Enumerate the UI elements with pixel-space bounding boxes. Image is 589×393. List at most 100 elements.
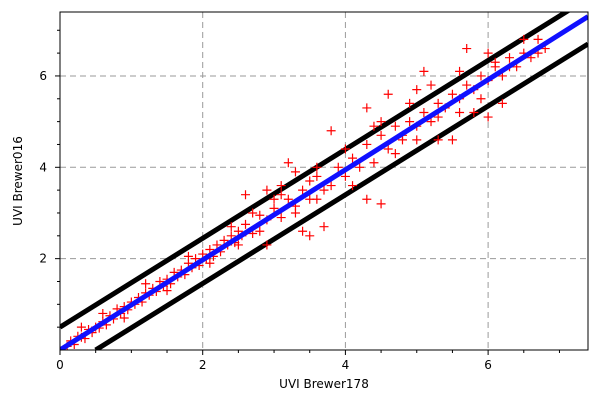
- data-point: [290, 167, 300, 177]
- data-point: [255, 226, 265, 236]
- data-point: [305, 231, 315, 241]
- x-tick-label: 4: [342, 358, 350, 372]
- data-point: [269, 194, 279, 204]
- data-point: [376, 130, 386, 140]
- data-point: [326, 126, 336, 136]
- data-point: [312, 171, 322, 181]
- data-point: [276, 190, 286, 200]
- data-point: [426, 80, 436, 90]
- y-axis-ticks: 2 4 6: [39, 29, 60, 328]
- data-point: [519, 34, 529, 44]
- data-point: [390, 121, 400, 131]
- data-point: [505, 53, 515, 63]
- data-points: [62, 34, 550, 350]
- data-point: [98, 308, 108, 318]
- data-point: [298, 185, 308, 195]
- data-point: [369, 121, 379, 131]
- data-point: [355, 162, 365, 172]
- data-point: [326, 181, 336, 191]
- data-point: [362, 103, 372, 113]
- x-tick-label: 6: [484, 358, 492, 372]
- data-point: [455, 107, 465, 117]
- data-point: [283, 194, 293, 204]
- data-point: [119, 313, 129, 323]
- data-point: [433, 135, 443, 145]
- data-point: [248, 208, 258, 218]
- y-axis-label: UVI Brewer016: [11, 136, 25, 226]
- data-point: [362, 194, 372, 204]
- x-tick-label: 2: [199, 358, 207, 372]
- data-point: [383, 144, 393, 154]
- data-point: [333, 162, 343, 172]
- data-point: [469, 107, 479, 117]
- data-point: [419, 66, 429, 76]
- data-point: [348, 153, 358, 163]
- data-point: [476, 94, 486, 104]
- data-point: [376, 117, 386, 127]
- data-point: [319, 185, 329, 195]
- x-tick-label: 0: [56, 358, 64, 372]
- data-point: [233, 240, 243, 250]
- data-point: [241, 219, 251, 229]
- bound-lines: [60, 12, 588, 350]
- data-point: [262, 240, 272, 250]
- data-point: [497, 98, 507, 108]
- data-point: [162, 286, 172, 296]
- data-point: [447, 135, 457, 145]
- data-point: [483, 112, 493, 122]
- data-point: [376, 199, 386, 209]
- data-point: [490, 57, 500, 67]
- data-point: [226, 222, 236, 232]
- y-tick-label: 4: [39, 160, 47, 174]
- data-point: [141, 279, 151, 289]
- data-point: [383, 89, 393, 99]
- data-point: [390, 149, 400, 159]
- data-point: [369, 158, 379, 168]
- data-point: [362, 139, 372, 149]
- data-point: [462, 44, 472, 54]
- y-tick-label: 2: [39, 252, 47, 266]
- data-point: [205, 258, 215, 268]
- data-point: [219, 235, 229, 245]
- data-point: [412, 85, 422, 95]
- data-point: [340, 171, 350, 181]
- data-point: [312, 162, 322, 172]
- upper-bound-line: [60, 12, 571, 330]
- data-point: [419, 107, 429, 117]
- lower-bound-line: [94, 41, 588, 350]
- data-point: [76, 322, 86, 332]
- data-point: [312, 194, 322, 204]
- data-point: [455, 66, 465, 76]
- x-axis-ticks: 0 2 4 6: [56, 350, 560, 372]
- data-point: [340, 144, 350, 154]
- data-point: [262, 185, 272, 195]
- y-tick-label: 6: [39, 69, 47, 83]
- data-point: [183, 251, 193, 261]
- data-point: [226, 231, 236, 241]
- data-point: [405, 117, 415, 127]
- data-point: [476, 71, 486, 81]
- data-point: [412, 135, 422, 145]
- data-point: [483, 48, 493, 58]
- data-point: [290, 208, 300, 218]
- data-point: [462, 80, 472, 90]
- data-point: [405, 98, 415, 108]
- data-point: [276, 213, 286, 223]
- fit-line-group: [60, 14, 588, 350]
- data-point: [348, 181, 358, 191]
- data-point: [305, 176, 315, 186]
- data-point: [283, 158, 293, 168]
- data-point: [533, 34, 543, 44]
- fit-line: [60, 14, 588, 350]
- data-point: [241, 190, 251, 200]
- data-point: [433, 98, 443, 108]
- data-point: [255, 210, 265, 220]
- data-point: [319, 222, 329, 232]
- data-point: [447, 89, 457, 99]
- data-point: [276, 181, 286, 191]
- plot-frame: [59, 11, 589, 351]
- plot-contents: [60, 12, 588, 350]
- x-axis-label: UVI Brewer178: [279, 377, 369, 391]
- data-point: [233, 226, 243, 236]
